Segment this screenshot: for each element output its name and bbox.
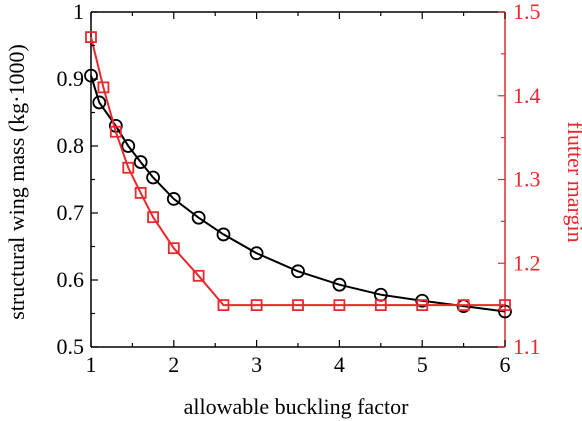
y-right-tick-label: 1.5 [513,0,541,24]
series-layer [84,31,512,319]
flutter-margin-point [250,299,263,312]
wing-mass-point [216,227,231,242]
flutter-margin-point [374,299,387,312]
wing-mass-point [332,277,347,292]
wing-mass-line [90,75,506,313]
flutter-margin-point [85,31,97,44]
y-right-tick-label: 1.1 [513,334,541,359]
flutter-margin-line [90,36,505,307]
y-axis-left-title: structural wing mass (kg·1000) [4,44,29,320]
x-axis-title: allowable buckling factor [184,394,409,419]
y-left-tick-label: 0.5 [57,334,85,359]
flutter-margin-point [134,186,147,199]
y-axis-right-title: flutter margin [563,121,582,242]
flutter-margin-point [109,125,122,138]
flutter-margin-point [97,81,110,94]
y-right-tick-label: 1.4 [513,83,541,108]
tick-layer: 1 2 3 4 5 6 0.5 0.6 0.7 0.8 0.9 1 1.1 1.2 1.3 1.4 1.5 [57,0,541,377]
y-right-tick-label: 1.3 [513,167,541,192]
x-tick-label: 2 [168,352,179,377]
wing-mass-point [166,192,181,206]
y-left-tick-label: 0.6 [57,267,85,292]
flutter-margin-point [292,299,304,312]
plot-frame [90,11,506,348]
y-left-tick-label: 0.9 [57,66,85,91]
x-tick-label: 6 [500,352,511,377]
x-tick-label: 5 [417,352,428,377]
flutter-margin-point [122,161,135,174]
wing-mass-point [92,95,107,110]
flutter-margin-point [147,211,160,224]
flutter-margin-point [416,299,429,312]
wing-mass-point [249,246,264,261]
wing-mass-point [133,155,148,169]
wing-mass-point [191,210,206,225]
wing-mass-point [121,139,136,153]
flutter-margin-point [457,299,470,312]
flutter-margin-point [167,242,180,255]
wing-mass-point [146,170,161,185]
y-left-tick-label: 1 [73,0,84,24]
flutter-margin-point [217,299,230,312]
y-left-tick-label: 0.7 [57,200,85,225]
wing-mass-point [415,293,430,308]
x-tick-label: 1 [86,352,97,377]
flutter-margin-point [499,299,511,312]
x-tick-label: 4 [334,352,345,377]
flutter-margin-point [333,299,346,312]
y-left-tick-label: 0.8 [57,133,85,158]
x-tick-label: 3 [251,352,262,377]
y-right-tick-label: 1.2 [513,250,541,275]
flutter-margin-point [192,269,205,282]
wing-mass-point [291,264,305,279]
wing-mass-point [84,68,98,83]
